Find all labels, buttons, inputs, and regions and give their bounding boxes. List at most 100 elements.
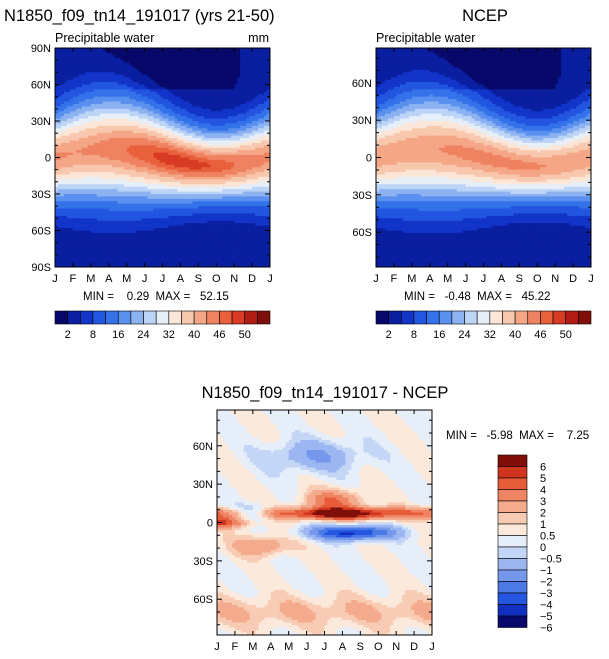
heat-cell bbox=[249, 201, 253, 205]
heat-cell bbox=[93, 162, 98, 166]
heat-cell bbox=[210, 211, 214, 215]
heat-cell bbox=[159, 103, 164, 107]
heat-cell bbox=[57, 62, 62, 66]
heat-cell bbox=[129, 164, 134, 168]
heat-cell bbox=[240, 201, 244, 205]
heat-cell bbox=[129, 94, 134, 98]
heat-cell bbox=[132, 198, 137, 202]
heat-cell bbox=[129, 103, 134, 107]
heat-cell bbox=[66, 211, 71, 215]
heat-cell bbox=[120, 89, 125, 93]
heat-cell bbox=[60, 179, 65, 183]
heat-cell bbox=[72, 121, 77, 125]
heat-cell bbox=[81, 123, 86, 127]
heat-cell bbox=[210, 198, 214, 202]
heat-cell bbox=[267, 82, 270, 86]
heat-cell bbox=[162, 213, 167, 217]
heat-cell bbox=[255, 50, 259, 54]
heat-cell bbox=[96, 157, 101, 161]
heat-cell bbox=[192, 67, 196, 71]
heat-cell bbox=[210, 86, 214, 90]
heat-cell bbox=[261, 140, 265, 144]
heat-cell bbox=[183, 103, 187, 107]
heat-cell bbox=[129, 67, 134, 71]
heat-cell bbox=[192, 77, 196, 81]
heat-cell bbox=[108, 57, 113, 61]
heat-cell bbox=[246, 84, 250, 88]
heat-cell bbox=[261, 86, 265, 90]
heat-cell bbox=[162, 201, 167, 205]
heat-cell bbox=[123, 82, 128, 86]
heat-cell bbox=[198, 147, 202, 151]
heat-cell bbox=[162, 157, 167, 161]
heat-cell bbox=[168, 213, 173, 217]
heat-cell bbox=[201, 96, 205, 100]
heat-cell bbox=[201, 128, 205, 132]
heat-cell bbox=[255, 201, 259, 205]
heat-cell bbox=[132, 52, 137, 56]
heat-cell bbox=[63, 169, 68, 173]
heat-cell bbox=[126, 196, 131, 200]
heat-cell bbox=[240, 194, 244, 198]
heat-cell bbox=[237, 140, 241, 144]
heat-cell bbox=[237, 94, 241, 98]
heat-cell bbox=[150, 157, 155, 161]
heat-cell bbox=[198, 133, 202, 137]
heat-cell bbox=[108, 194, 113, 198]
heat-cell bbox=[102, 172, 107, 176]
heat-cell bbox=[171, 60, 176, 64]
heat-cell bbox=[198, 174, 202, 178]
heat-cell bbox=[216, 62, 220, 66]
heat-cell bbox=[75, 101, 80, 105]
heat-cell bbox=[153, 147, 158, 151]
heat-cell bbox=[231, 203, 235, 207]
heat-cell bbox=[69, 215, 74, 219]
heat-cell bbox=[183, 62, 187, 66]
heat-cell bbox=[111, 111, 116, 115]
heat-cell bbox=[141, 164, 146, 168]
heat-cell bbox=[267, 113, 270, 117]
heat-cell bbox=[213, 123, 217, 127]
heat-cell bbox=[78, 74, 83, 78]
heat-cell bbox=[216, 65, 220, 69]
heat-cell bbox=[75, 82, 80, 86]
heat-cell bbox=[147, 77, 152, 81]
heat-cell bbox=[171, 94, 176, 98]
heat-cell bbox=[138, 118, 143, 122]
heat-cell bbox=[81, 52, 86, 56]
heat-cell bbox=[168, 198, 173, 202]
heat-cell bbox=[63, 111, 68, 115]
heat-cell bbox=[177, 196, 182, 200]
heat-cell bbox=[198, 138, 202, 142]
heat-cell bbox=[135, 108, 140, 112]
heat-cell bbox=[129, 152, 134, 156]
heat-cell bbox=[186, 162, 190, 166]
heat-cell bbox=[195, 79, 199, 83]
heat-cell bbox=[198, 77, 202, 81]
heat-cell bbox=[135, 201, 140, 205]
heat-cell bbox=[246, 103, 250, 107]
heat-cell bbox=[249, 186, 253, 190]
heat-cell bbox=[138, 213, 143, 217]
heat-cell bbox=[132, 116, 137, 120]
heat-cell bbox=[129, 108, 134, 112]
heat-cell bbox=[108, 189, 113, 193]
heat-cell bbox=[204, 201, 208, 205]
heat-cell bbox=[255, 135, 259, 139]
heat-cell bbox=[252, 106, 256, 110]
heat-cell bbox=[201, 116, 205, 120]
heat-cell bbox=[204, 203, 208, 207]
heat-cell bbox=[72, 208, 77, 212]
heat-cell bbox=[114, 99, 119, 103]
heat-cell bbox=[192, 198, 196, 202]
heat-cell bbox=[78, 181, 83, 185]
heat-cell bbox=[183, 65, 187, 69]
heat-cell bbox=[183, 130, 187, 134]
heat-cell bbox=[237, 121, 241, 125]
heat-cell bbox=[171, 67, 176, 71]
heat-cell bbox=[78, 176, 83, 180]
heat-cell bbox=[162, 62, 167, 66]
heat-cell bbox=[225, 189, 229, 193]
heat-cell bbox=[165, 145, 170, 149]
heat-cell bbox=[222, 167, 226, 171]
